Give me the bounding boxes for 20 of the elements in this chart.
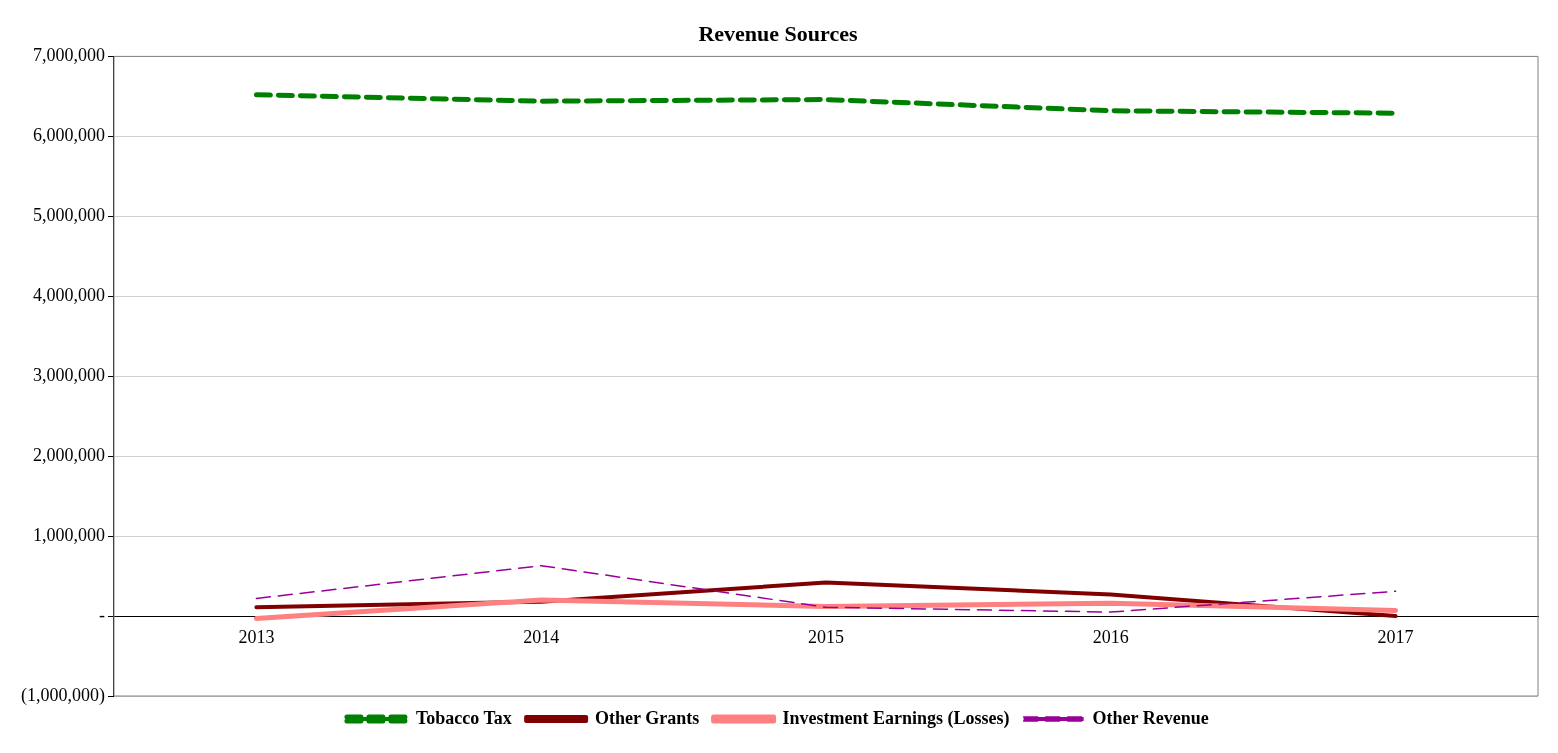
- legend-label: Tobacco Tax: [415, 707, 512, 728]
- x-tick-label: 2015: [807, 626, 844, 647]
- x-tick-label: 2014: [523, 626, 560, 647]
- y-tick-label: 3,000,000: [32, 364, 105, 385]
- y-tick-label: -: [98, 604, 105, 625]
- legend-label: Investment Earnings (Losses): [782, 707, 1010, 729]
- line-series: [255, 564, 1397, 613]
- y-tick-label: 5,000,000: [32, 205, 105, 226]
- legend-label: Other Grants: [595, 707, 700, 728]
- chart-title: Revenue Sources: [698, 20, 858, 46]
- y-tick-label: (1,000,000): [20, 684, 105, 706]
- y-tick-label: 4,000,000: [32, 284, 105, 305]
- x-tick-label: 2013: [238, 626, 275, 647]
- y-tick-label: 7,000,000: [32, 45, 105, 66]
- x-tick-label: 2016: [1092, 626, 1129, 647]
- y-tick-label: 6,000,000: [32, 125, 105, 146]
- legend-label: Other Revenue: [1092, 707, 1209, 728]
- x-tick-label: 2017: [1377, 626, 1414, 647]
- y-tick-label: 2,000,000: [32, 444, 105, 465]
- y-tick-label: 1,000,000: [32, 524, 105, 545]
